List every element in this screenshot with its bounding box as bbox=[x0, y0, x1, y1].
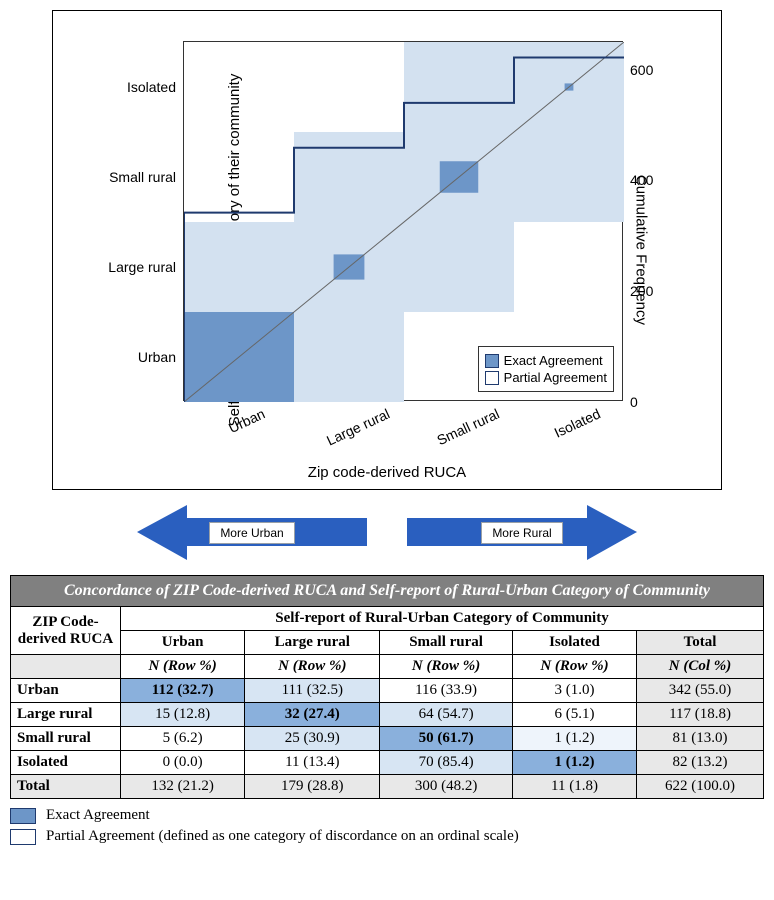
exact-swatch bbox=[10, 808, 36, 824]
col-header: Total bbox=[637, 631, 764, 655]
y2-tick: 200 bbox=[622, 283, 653, 299]
y-tick: Large rural bbox=[108, 259, 184, 275]
table-cell: 11 (1.8) bbox=[512, 775, 636, 799]
concordance-table: Concordance of ZIP Code-derived RUCA and… bbox=[10, 575, 764, 799]
y2-axis-label: Cumulative Frequency bbox=[632, 175, 649, 325]
sub-header: N (Row %) bbox=[121, 655, 245, 679]
more-rural-arrow: More Rural bbox=[407, 505, 637, 560]
footnote-partial: Partial Agreement (defined as one catego… bbox=[46, 828, 519, 845]
table-cell: 50 (61.7) bbox=[380, 727, 513, 751]
chart-legend: Exact AgreementPartial Agreement bbox=[478, 346, 614, 392]
table-cell: 300 (48.2) bbox=[380, 775, 513, 799]
table-cell: 0 (0.0) bbox=[121, 751, 245, 775]
span-header: Self-report of Rural-Urban Category of C… bbox=[121, 607, 764, 631]
y-tick: Small rural bbox=[109, 169, 184, 185]
col-header: Urban bbox=[121, 631, 245, 655]
agreement-chart: Self-report of rural-urban category of t… bbox=[52, 10, 722, 490]
x-tick: Large rural bbox=[321, 400, 392, 449]
table-cell: 5 (6.2) bbox=[121, 727, 245, 751]
table-cell: 1 (1.2) bbox=[512, 751, 636, 775]
sub-header: N (Row %) bbox=[512, 655, 636, 679]
x-tick: Small rural bbox=[432, 400, 502, 448]
col-header: Large rural bbox=[245, 631, 380, 655]
y2-tick: 0 bbox=[622, 394, 638, 410]
table-cell: 82 (13.2) bbox=[637, 751, 764, 775]
table-cell: 6 (5.1) bbox=[512, 703, 636, 727]
more-urban-label: More Urban bbox=[209, 522, 294, 544]
table-cell: 111 (32.5) bbox=[245, 679, 380, 703]
y-tick: Isolated bbox=[127, 79, 184, 95]
table-cell: 116 (33.9) bbox=[380, 679, 513, 703]
sub-header-total: N (Col %) bbox=[637, 655, 764, 679]
sub-header: N (Row %) bbox=[245, 655, 380, 679]
row-header: Isolated bbox=[11, 751, 121, 775]
table-title: Concordance of ZIP Code-derived RUCA and… bbox=[11, 576, 764, 607]
table-cell: 117 (18.8) bbox=[637, 703, 764, 727]
x-axis-label: Zip code-derived RUCA bbox=[308, 464, 466, 481]
plot-area: UrbanLarge ruralSmall ruralIsolated02004… bbox=[183, 41, 623, 401]
corner-header: ZIP Code-derived RUCA bbox=[11, 607, 121, 655]
table-cell: 25 (30.9) bbox=[245, 727, 380, 751]
table-cell: 11 (13.4) bbox=[245, 751, 380, 775]
table-cell: 64 (54.7) bbox=[380, 703, 513, 727]
more-urban-arrow: More Urban bbox=[137, 505, 367, 560]
row-header: Small rural bbox=[11, 727, 121, 751]
table-cell: 81 (13.0) bbox=[637, 727, 764, 751]
y-tick: Urban bbox=[138, 349, 184, 365]
footnote-exact: Exact Agreement bbox=[46, 807, 150, 824]
col-header: Small rural bbox=[380, 631, 513, 655]
table-cell: 342 (55.0) bbox=[637, 679, 764, 703]
row-header: Total bbox=[11, 775, 121, 799]
table-cell: 622 (100.0) bbox=[637, 775, 764, 799]
table-cell: 112 (32.7) bbox=[121, 679, 245, 703]
col-header: Isolated bbox=[512, 631, 636, 655]
table-cell: 32 (27.4) bbox=[245, 703, 380, 727]
table-cell: 1 (1.2) bbox=[512, 727, 636, 751]
table-cell: 3 (1.0) bbox=[512, 679, 636, 703]
y2-tick: 400 bbox=[622, 172, 653, 188]
table-cell: 70 (85.4) bbox=[380, 751, 513, 775]
y2-tick: 600 bbox=[622, 62, 653, 78]
direction-arrows: More Urban More Rural bbox=[52, 505, 722, 560]
row-header: Large rural bbox=[11, 703, 121, 727]
more-rural-label: More Rural bbox=[481, 522, 562, 544]
table-cell: 15 (12.8) bbox=[121, 703, 245, 727]
table-cell: 132 (21.2) bbox=[121, 775, 245, 799]
table-footnotes: Exact Agreement Partial Agreement (defin… bbox=[10, 807, 764, 845]
sub-header: N (Row %) bbox=[380, 655, 513, 679]
row-header: Urban bbox=[11, 679, 121, 703]
table-cell: 179 (28.8) bbox=[245, 775, 380, 799]
x-tick: Isolated bbox=[549, 400, 603, 441]
partial-swatch bbox=[10, 829, 36, 845]
